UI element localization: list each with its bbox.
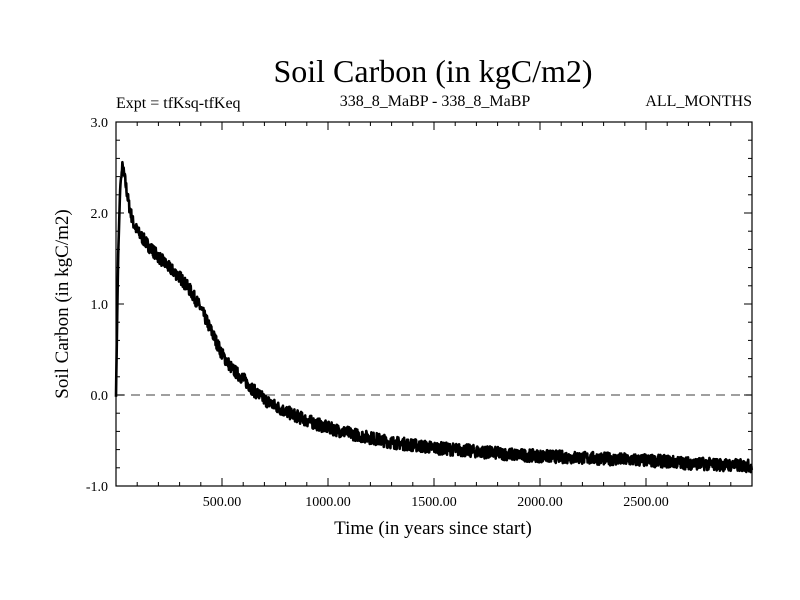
x-tick-label: 2000.00 xyxy=(517,495,563,510)
y-tick-label: -1.0 xyxy=(86,480,108,495)
y-tick-label: 1.0 xyxy=(91,298,109,313)
x-tick-label: 1500.00 xyxy=(411,495,457,510)
x-tick-label: 2500.00 xyxy=(623,495,669,510)
y-tick-label: 3.0 xyxy=(91,116,109,131)
plot-frame xyxy=(115,121,753,487)
chart-title: Soil Carbon (in kgC/m2) xyxy=(273,53,592,89)
x-tick-label: 500.00 xyxy=(203,495,242,510)
series-line-0 xyxy=(114,160,754,474)
subtitle-left: Expt = tfKsq-tfKeq xyxy=(116,95,241,112)
subtitle-right: ALL_MONTHS xyxy=(645,93,752,110)
subtitle-center: 338_8_MaBP - 338_8_MaBP xyxy=(340,93,531,110)
y-axis-label: Soil Carbon (in kgC/m2) xyxy=(52,209,73,398)
y-tick-label: 2.0 xyxy=(91,207,109,222)
y-tick-label: 0.0 xyxy=(91,389,109,404)
plot-area: 500.00 1000.00 1500.00 2000.00 2500.00 -1.0 0.… xyxy=(86,116,754,510)
x-axis-label: Time (in years since start) xyxy=(334,518,532,539)
x-tick-label: 1000.00 xyxy=(305,495,351,510)
